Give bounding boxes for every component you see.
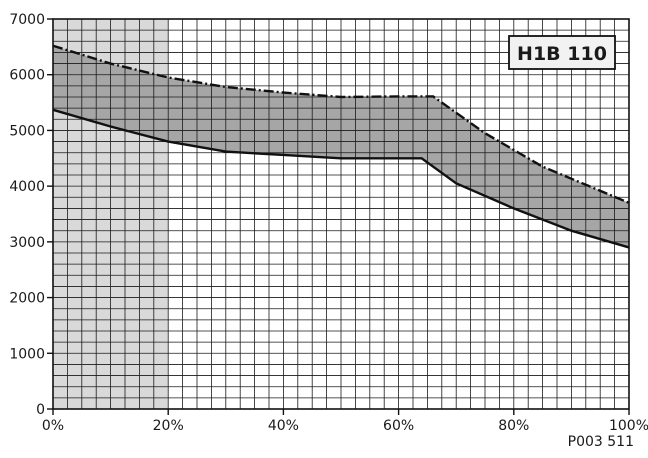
series-upper-line [52,44,630,204]
y-tick-label: 5000 [9,123,45,139]
x-tick-label: 80% [498,418,529,434]
series-lower-line [52,108,630,249]
grid-lines [53,19,629,409]
y-axis-tick-labels: 0 1000 2000 3000 4000 5000 6000 7000 [9,12,45,418]
x-tick-label: 20% [153,418,184,434]
model-badge: H1B 110 [508,35,616,70]
figure-code: P003 511 [568,434,634,450]
axis-ticks [47,18,630,415]
y-tick-label: 6000 [9,68,45,84]
model-badge-label: H1B 110 [517,43,607,65]
y-tick-label: 4000 [9,179,45,195]
model-badge-box [508,35,616,70]
x-tick-label: 100% [609,418,648,434]
y-tick-label: 3000 [9,235,45,251]
x-tick-label: 40% [268,418,299,434]
y-tick-label: 1000 [9,346,45,362]
x-axis-tick-labels: 0% 20% 40% 60% 80% 100% [42,418,648,434]
y-tick-label: 0 [36,402,45,418]
x-tick-label: 60% [383,418,414,434]
x-tick-label: 0% [42,418,64,434]
y-tick-label: 7000 [9,12,45,28]
y-tick-label: 2000 [9,291,45,307]
plot-frame [52,18,630,410]
